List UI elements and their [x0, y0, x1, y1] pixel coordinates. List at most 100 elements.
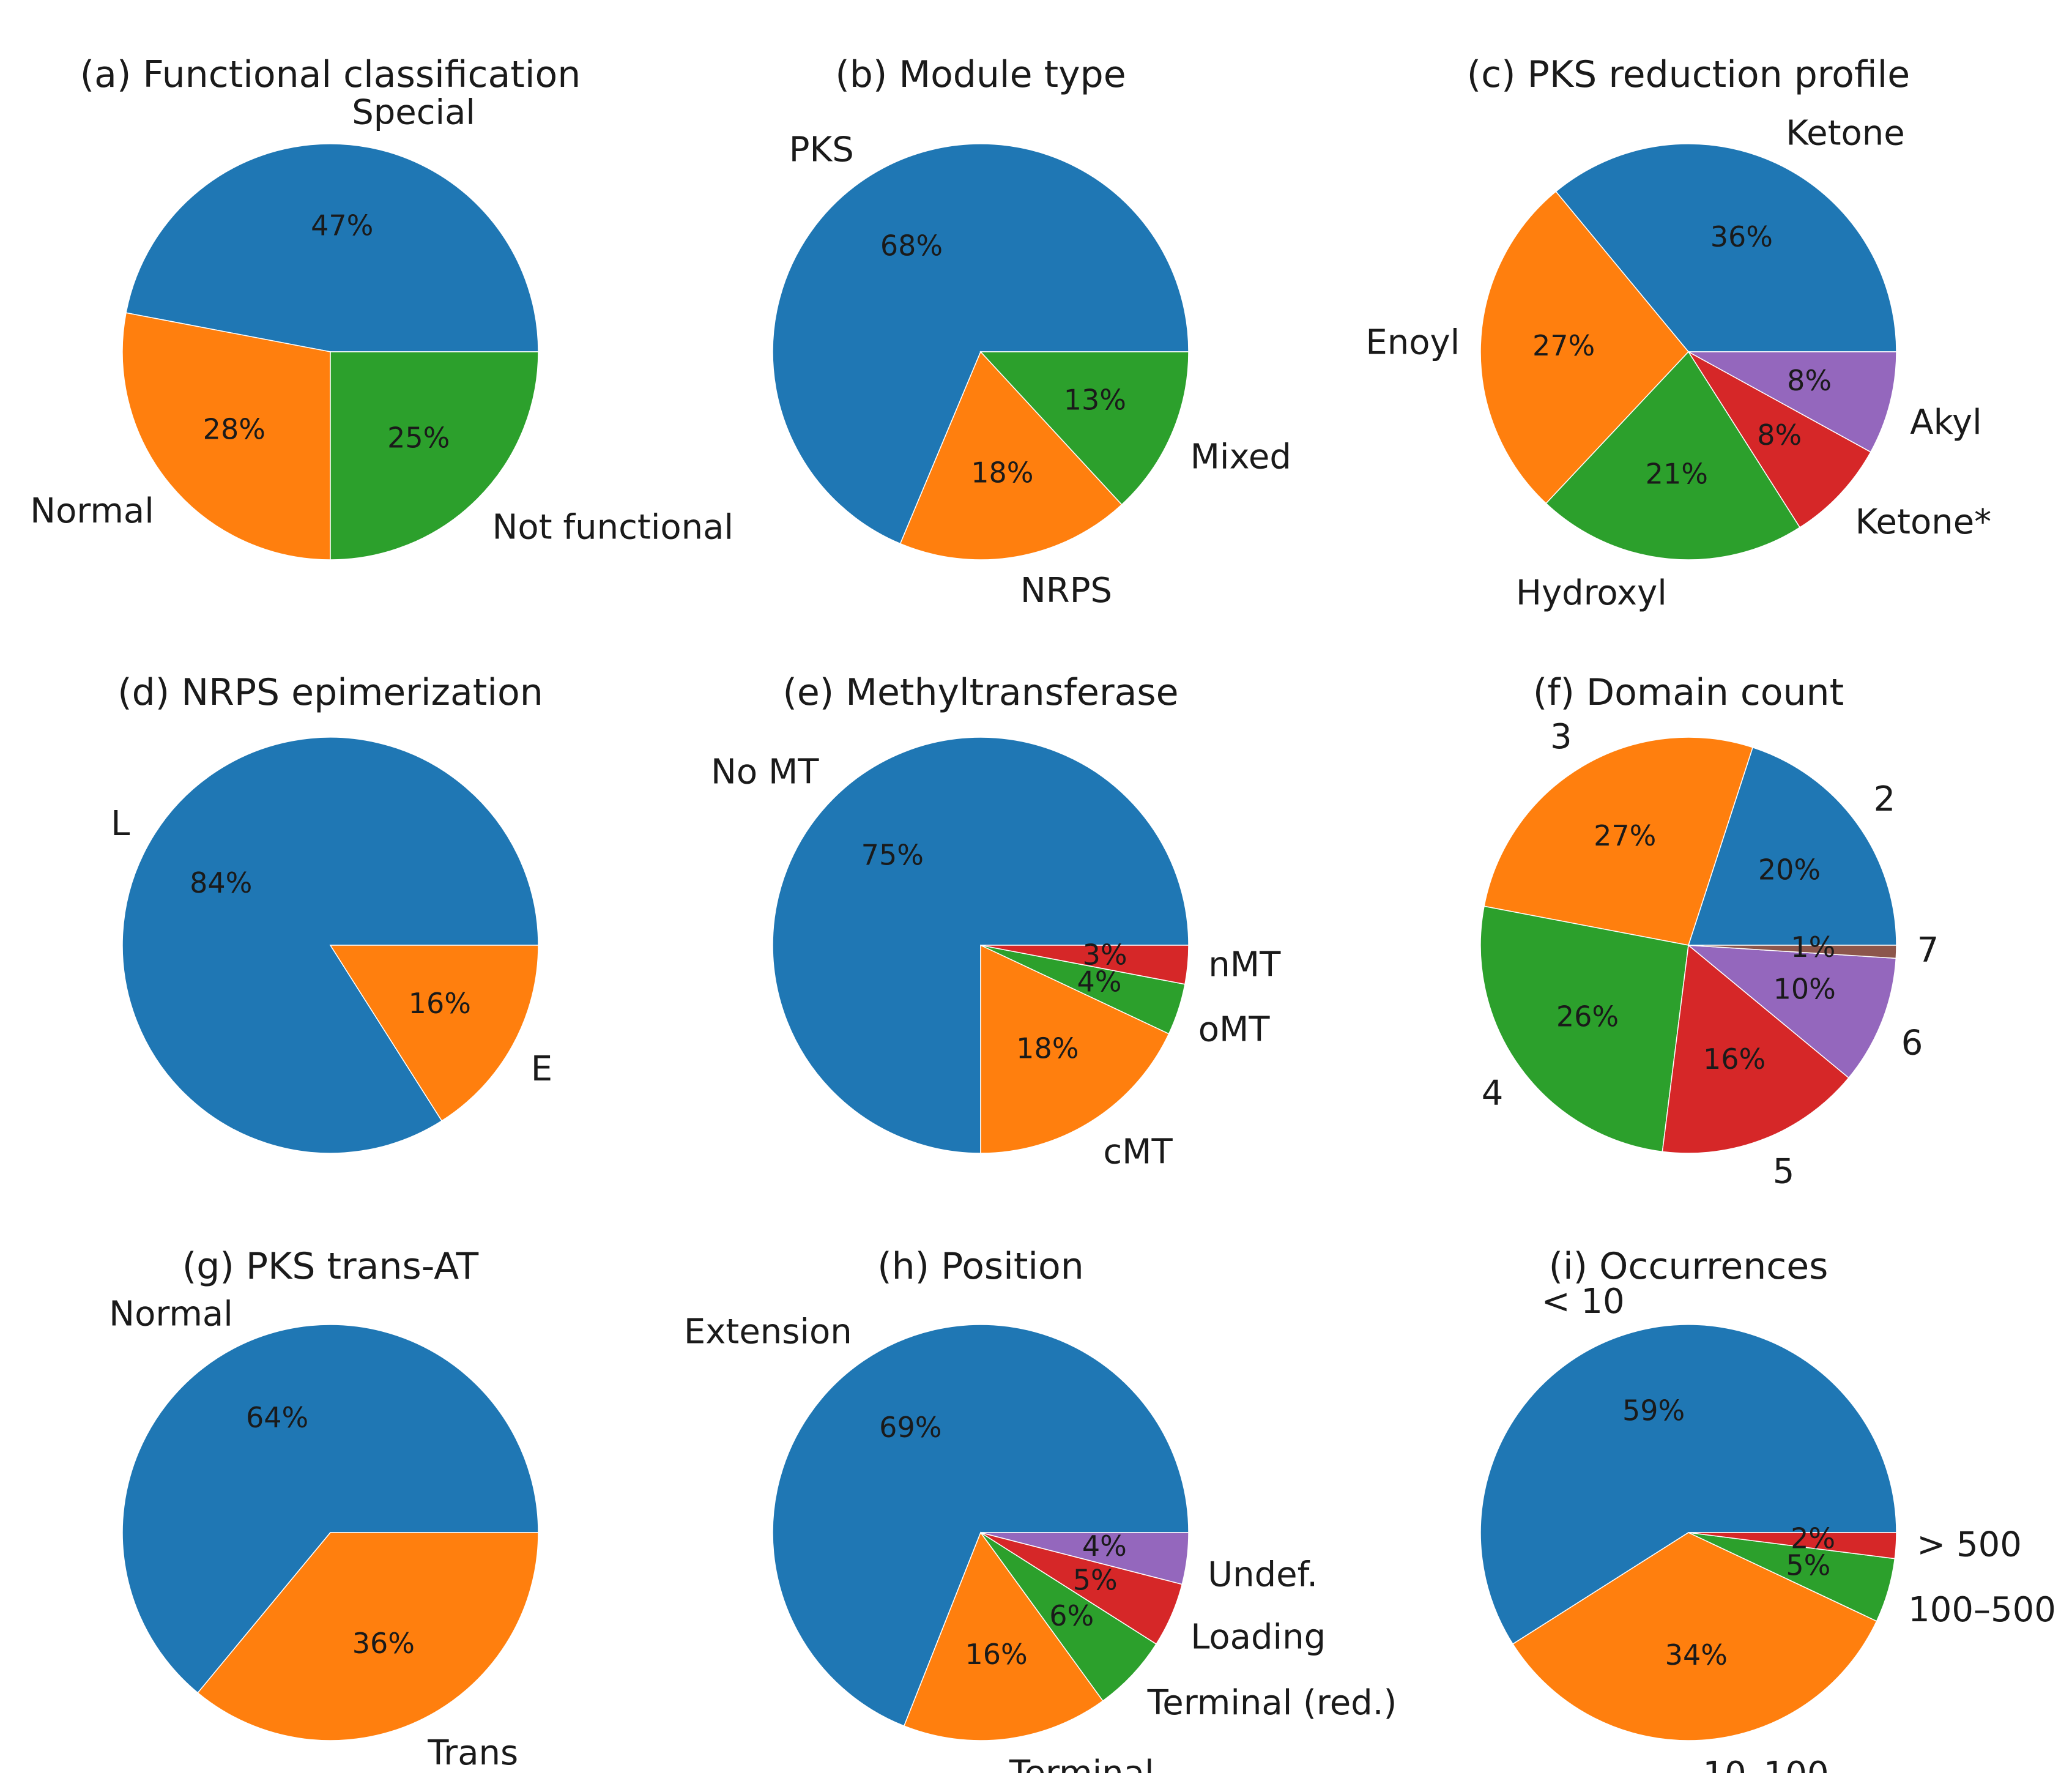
pie-category-label: Trans — [427, 1733, 518, 1773]
pie-slice-terminal — [903, 1531, 1104, 1741]
pie-category-label: Ketone — [1786, 114, 1905, 154]
chart-title: (e) Methyltransferase — [782, 671, 1178, 714]
pie-category-label: 2 — [1874, 779, 1896, 819]
pie-pct-label: 27% — [1532, 329, 1595, 362]
pie-category-label: Terminal — [1009, 1753, 1154, 1773]
pie-pct-label: 68% — [880, 229, 943, 262]
pie-pct-label: 4% — [1082, 1530, 1127, 1563]
pie-panel-3: (c) PKS reduction profile 36% Ketone 27% Eno… — [1365, 53, 1991, 613]
pie-category-label: oMT — [1198, 1009, 1271, 1049]
pie-slice-nrps — [899, 351, 1123, 560]
pie-slice-extension — [772, 1324, 1189, 1727]
pie-pct-label: 36% — [1710, 220, 1773, 253]
chart-title: (f) Domain count — [1533, 671, 1844, 714]
pie-category-label: PKS — [789, 130, 854, 170]
pie-slice-trans — [197, 1532, 539, 1741]
pie-category-label: Normal — [109, 1295, 233, 1334]
pie-slice-normal — [122, 1324, 539, 1694]
pie-panel-4: (d) NRPS epimerization 84% L 16% E — [111, 671, 552, 1154]
pie-pct-label: 34% — [1665, 1638, 1728, 1671]
pie-slice-nmt — [980, 945, 1189, 985]
pie-pct-label: 2% — [1791, 1522, 1835, 1555]
pie-category-label: Akyl — [1910, 403, 1981, 442]
pie-panel-1: (a) Functional classification 47% Special 2… — [30, 53, 733, 560]
pie-category-label: 4 — [1482, 1074, 1504, 1113]
pie-category-label: Loading — [1190, 1617, 1326, 1657]
pie-category-label: L — [111, 804, 130, 844]
pie-pct-label: 64% — [246, 1401, 308, 1434]
pie-category-label: 5 — [1773, 1151, 1795, 1191]
pie-slice-2 — [1687, 746, 1897, 946]
pie-pct-label: 18% — [971, 456, 1033, 489]
chart-title: (h) Position — [877, 1245, 1084, 1288]
pie-slice-mixed — [979, 351, 1189, 505]
pie-slice-not-functional — [330, 351, 539, 560]
pie-category-label: Hydroxyl — [1516, 573, 1667, 613]
pie-category-label: Enoyl — [1365, 322, 1460, 362]
pie-category-label: < 10 — [1542, 1282, 1625, 1321]
pie-category-label: Extension — [684, 1312, 852, 1352]
pie-pct-label: 5% — [1073, 1564, 1118, 1597]
pie-pct-label: 25% — [387, 422, 450, 455]
chart-title: (d) NRPS epimerization — [117, 671, 543, 714]
pie-slice-normal — [122, 312, 331, 560]
pie-slice-e — [329, 945, 539, 1122]
pie-slice-akyl — [1688, 351, 1897, 453]
pie-slice-7 — [1688, 945, 1897, 959]
pie-category-label: Terminal (red.) — [1147, 1683, 1397, 1723]
pie-pct-label: 3% — [1083, 939, 1127, 972]
pie-pct-label: 36% — [352, 1627, 415, 1660]
pie-category-label: cMT — [1103, 1132, 1173, 1172]
pie-slice-ketone — [1688, 351, 1871, 529]
pie-pct-label: 59% — [1622, 1394, 1685, 1427]
pie-pct-label: 10% — [1773, 973, 1836, 1006]
pie-panel-2: (b) Module type 68% PKS 18% NRPS 13% Mixed — [772, 53, 1291, 611]
pie-pct-label: 6% — [1049, 1599, 1094, 1632]
pie-pct-label: 69% — [879, 1411, 941, 1444]
pie-category-label: Undef. — [1208, 1555, 1318, 1595]
pie-pct-label: 84% — [190, 866, 252, 899]
pie-pct-label: 47% — [311, 209, 373, 242]
pie-slice-500 — [1688, 1532, 1897, 1559]
pie-category-label: NRPS — [1020, 571, 1112, 611]
pie-category-label: No MT — [711, 753, 819, 792]
pie-pct-label: 5% — [1786, 1548, 1830, 1582]
pie-panel-9: (i) Occurrences 59% < 10 34% 10–100 5% 100–500… — [1480, 1245, 2056, 1773]
pie-slice-undef — [980, 1532, 1189, 1585]
pie-pct-label: 8% — [1787, 364, 1832, 397]
pie-pct-label: 28% — [203, 413, 265, 446]
pie-slice-hydroxyl — [1545, 351, 1801, 560]
pie-pct-label: 16% — [965, 1638, 1027, 1671]
pie-category-label: 3 — [1550, 717, 1572, 757]
pie-pct-label: 26% — [1556, 1000, 1619, 1033]
chart-title: (g) PKS trans-AT — [182, 1245, 479, 1288]
pie-category-label: nMT — [1208, 945, 1281, 984]
pie-slice-ketone — [1555, 143, 1897, 352]
pie-slice-pks — [772, 143, 1189, 545]
pie-slice-5 — [1662, 944, 1850, 1154]
pie-pct-label: 27% — [1594, 819, 1656, 852]
pie-category-label: E — [531, 1049, 552, 1089]
pie-category-label: > 500 — [1917, 1525, 2022, 1565]
pie-category-label: Mixed — [1190, 437, 1291, 477]
pie-pct-label: 13% — [1064, 383, 1126, 416]
pie-category-label: Special — [352, 93, 475, 133]
pie-category-label: Ketone* — [1855, 502, 1992, 542]
chart-title: (i) Occurrences — [1549, 1245, 1829, 1288]
pie-slice-terminal-red — [980, 1532, 1157, 1702]
pie-slice-enoyl — [1480, 190, 1689, 504]
pie-pct-label: 1% — [1791, 931, 1835, 964]
pie-slice-cmt — [980, 944, 1170, 1154]
pie-panel-8: (h) Position 69% Extension 16% Terminal 6% Ter… — [684, 1245, 1397, 1773]
pie-panel-7: (g) PKS trans-AT 64% Normal 36% Trans — [109, 1245, 539, 1773]
chart-title: (b) Module type — [835, 53, 1126, 96]
pie-category-label: 7 — [1917, 931, 1939, 970]
pie-pct-label: 16% — [1703, 1043, 1766, 1076]
pie-pct-label: 16% — [409, 987, 471, 1020]
pie-category-label: 100–500 — [1908, 1590, 2056, 1630]
pie-pct-label: 18% — [1016, 1032, 1079, 1065]
pie-pct-label: 20% — [1758, 853, 1821, 886]
chart-title: (c) PKS reduction profile — [1467, 53, 1910, 96]
